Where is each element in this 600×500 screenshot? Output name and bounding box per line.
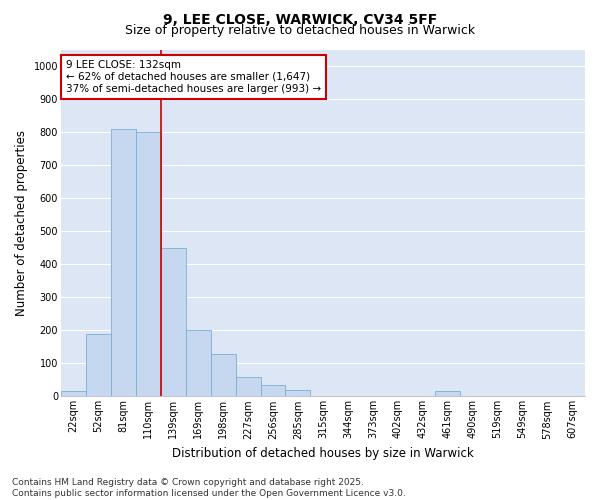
- Bar: [136, 132, 161, 396]
- Bar: [185, 330, 211, 396]
- X-axis label: Distribution of detached houses by size in Warwick: Distribution of detached houses by size …: [172, 447, 474, 460]
- Bar: [435, 392, 460, 396]
- Bar: [286, 390, 310, 396]
- Bar: [86, 334, 111, 396]
- Text: Size of property relative to detached houses in Warwick: Size of property relative to detached ho…: [125, 24, 475, 37]
- Bar: [111, 129, 136, 396]
- Text: 9, LEE CLOSE, WARWICK, CV34 5FF: 9, LEE CLOSE, WARWICK, CV34 5FF: [163, 12, 437, 26]
- Y-axis label: Number of detached properties: Number of detached properties: [15, 130, 28, 316]
- Text: 9 LEE CLOSE: 132sqm
← 62% of detached houses are smaller (1,647)
37% of semi-det: 9 LEE CLOSE: 132sqm ← 62% of detached ho…: [66, 60, 321, 94]
- Text: Contains HM Land Registry data © Crown copyright and database right 2025.
Contai: Contains HM Land Registry data © Crown c…: [12, 478, 406, 498]
- Bar: [211, 354, 236, 397]
- Bar: [61, 392, 86, 396]
- Bar: [161, 248, 185, 396]
- Bar: [236, 376, 260, 396]
- Bar: [260, 385, 286, 396]
